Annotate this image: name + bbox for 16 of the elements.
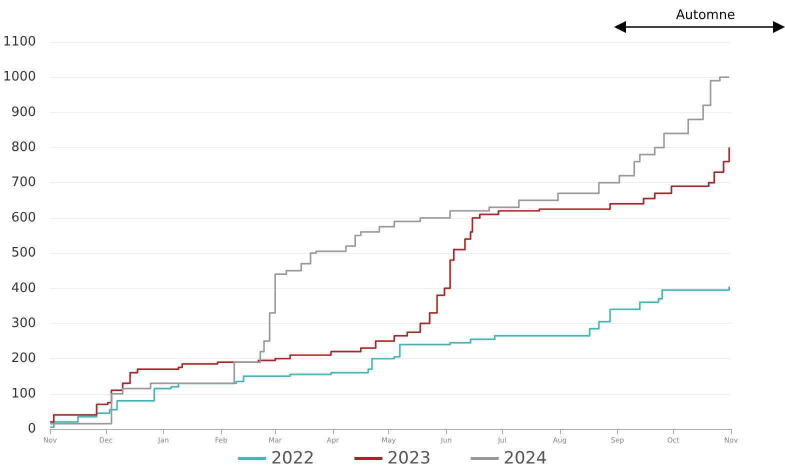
- legend-label: 2022: [271, 448, 314, 468]
- legend-label: 2023: [387, 448, 431, 468]
- y-tick-label: 800: [11, 140, 36, 156]
- legend-label: 2024: [504, 448, 547, 468]
- y-tick-label: 1000: [2, 70, 36, 85]
- y-tick-label: 1100: [2, 34, 36, 50]
- y-tick-label: 300: [11, 316, 36, 331]
- y-tick-label: 0: [28, 422, 36, 436]
- y-tick-label: 900: [11, 104, 36, 120]
- y-tick-label: 200: [11, 351, 36, 366]
- text: Automne: [676, 8, 736, 23]
- y-tick-label: 100: [11, 386, 36, 402]
- y-tick-label: 500: [11, 246, 36, 261]
- y-tick-label: 600: [11, 210, 36, 226]
- y-tick-label: 700: [11, 175, 36, 190]
- y-tick-label: 400: [11, 280, 36, 296]
